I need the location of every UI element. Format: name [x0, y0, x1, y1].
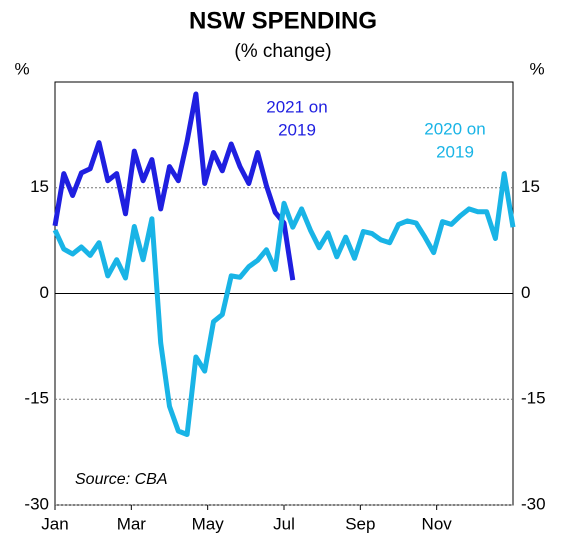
series-label: 2019: [278, 120, 316, 139]
y-tick-label: -15: [24, 389, 49, 408]
chart-subtitle: (% change): [234, 41, 331, 62]
y-tick-label: 0: [40, 283, 49, 302]
y-axis-label: %: [14, 59, 29, 78]
x-tick-label: Nov: [422, 514, 453, 533]
chart-title: NSW SPENDING: [189, 7, 377, 34]
x-tick-label: Sep: [345, 514, 375, 533]
y2-axis-label: %: [529, 59, 544, 78]
y2-tick-label: 15: [521, 177, 540, 196]
y-tick-label: 15: [30, 177, 49, 196]
series-label: 2019: [436, 142, 474, 161]
series-line: [52, 91, 296, 281]
y2-tick-label: -15: [521, 389, 546, 408]
x-tick-label: Jul: [273, 514, 295, 533]
series-label: 2021 on: [266, 97, 327, 116]
x-tick-label: Jan: [41, 514, 68, 533]
x-tick-label: May: [192, 514, 225, 533]
series-label: 2020 on: [424, 119, 485, 138]
y2-tick-label: -30: [521, 494, 546, 513]
source-note: Source: CBA: [75, 471, 167, 488]
x-tick-label: Mar: [117, 514, 147, 533]
series-line: [52, 171, 516, 437]
y-tick-label: -30: [24, 494, 49, 513]
y2-tick-label: 0: [521, 283, 530, 302]
